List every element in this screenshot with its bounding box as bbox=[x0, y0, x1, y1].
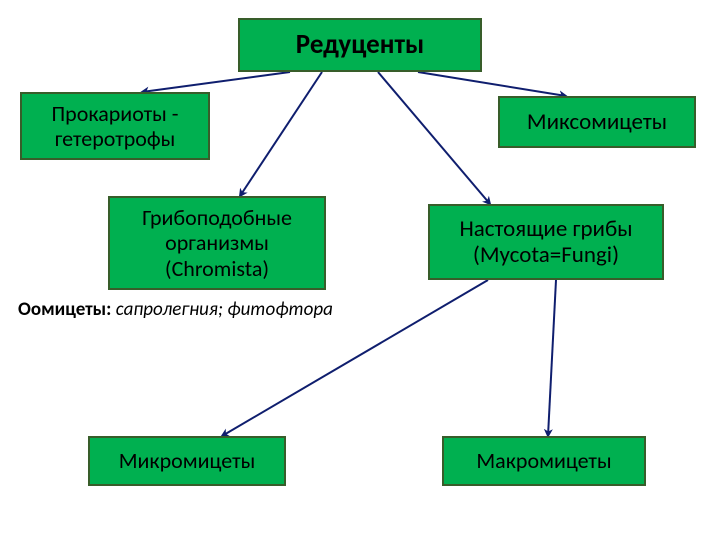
node-fungi: Настоящие грибы(Mycota=Fungi) bbox=[428, 204, 664, 280]
node-micro: Микромицеты bbox=[88, 436, 286, 486]
edge-root-to-prokaryotes bbox=[142, 72, 290, 92]
node-chromista: Грибоподобныеорганизмы(Chromista) bbox=[108, 196, 326, 290]
edge-root-to-myxo bbox=[418, 72, 566, 96]
node-root-label: Редуценты bbox=[296, 29, 424, 60]
node-macro-label: Макромицеты bbox=[476, 448, 611, 473]
node-root: Редуценты bbox=[238, 18, 482, 72]
oomycetes-annotation: Оомицеты: сапролегния; фитофтора bbox=[18, 298, 333, 321]
node-myxo: Миксомицеты bbox=[498, 96, 696, 148]
node-micro-label: Микромицеты bbox=[119, 448, 256, 473]
edge-root-to-fungi bbox=[378, 72, 490, 204]
annotation-italic: сапролегния; фитофтора bbox=[111, 298, 333, 321]
node-prokaryotes: Прокариоты -гетеротрофы bbox=[20, 92, 210, 160]
node-myxo-label: Миксомицеты bbox=[527, 109, 667, 135]
node-fungi-label: Настоящие грибы(Mycota=Fungi) bbox=[459, 216, 632, 269]
node-prokaryotes-label: Прокариоты -гетеротрофы bbox=[51, 101, 178, 152]
annotation-bold: Оомицеты: bbox=[18, 298, 111, 321]
node-macro: Макромицеты bbox=[442, 436, 646, 486]
edge-fungi-to-macro bbox=[548, 280, 556, 436]
node-chromista-label: Грибоподобныеорганизмы(Chromista) bbox=[142, 205, 292, 281]
edge-root-to-chromista bbox=[240, 72, 322, 196]
